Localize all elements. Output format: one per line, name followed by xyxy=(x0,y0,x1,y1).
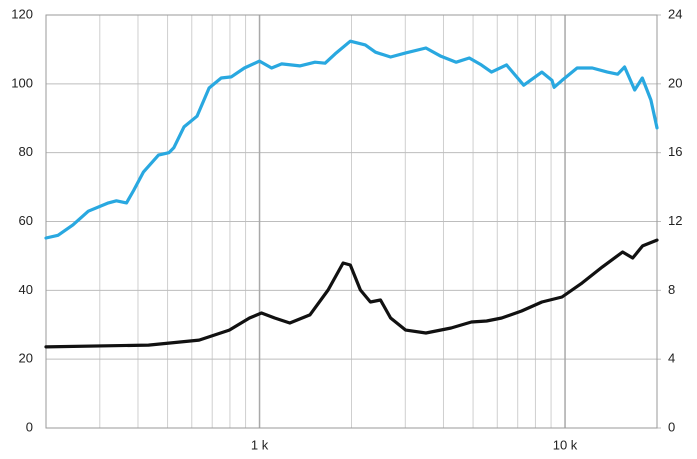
y2-tick-label: 0 xyxy=(668,419,675,434)
x-tick-label: 1 k xyxy=(251,437,269,452)
x-tick-label: 10 k xyxy=(553,437,578,452)
y-tick-label: 120 xyxy=(11,6,33,21)
y2-tick-label: 8 xyxy=(668,282,675,297)
y2-tick-label: 24 xyxy=(668,6,682,21)
data-line xyxy=(44,39,659,240)
plot-frame xyxy=(45,14,658,429)
y-tick-label: 100 xyxy=(11,75,33,90)
y-tick-label: 80 xyxy=(19,144,33,159)
y-tick-label: 0 xyxy=(26,419,33,434)
y-tick-label: 40 xyxy=(19,282,33,297)
y2-tick-label: 12 xyxy=(668,213,682,228)
y-tick-label: 60 xyxy=(19,213,33,228)
y2-tick-label: 4 xyxy=(668,351,675,366)
y-tick-label: 20 xyxy=(19,351,33,366)
y2-tick-label: 20 xyxy=(668,75,682,90)
y2-tick-label: 16 xyxy=(668,144,682,159)
data-line xyxy=(44,238,659,349)
